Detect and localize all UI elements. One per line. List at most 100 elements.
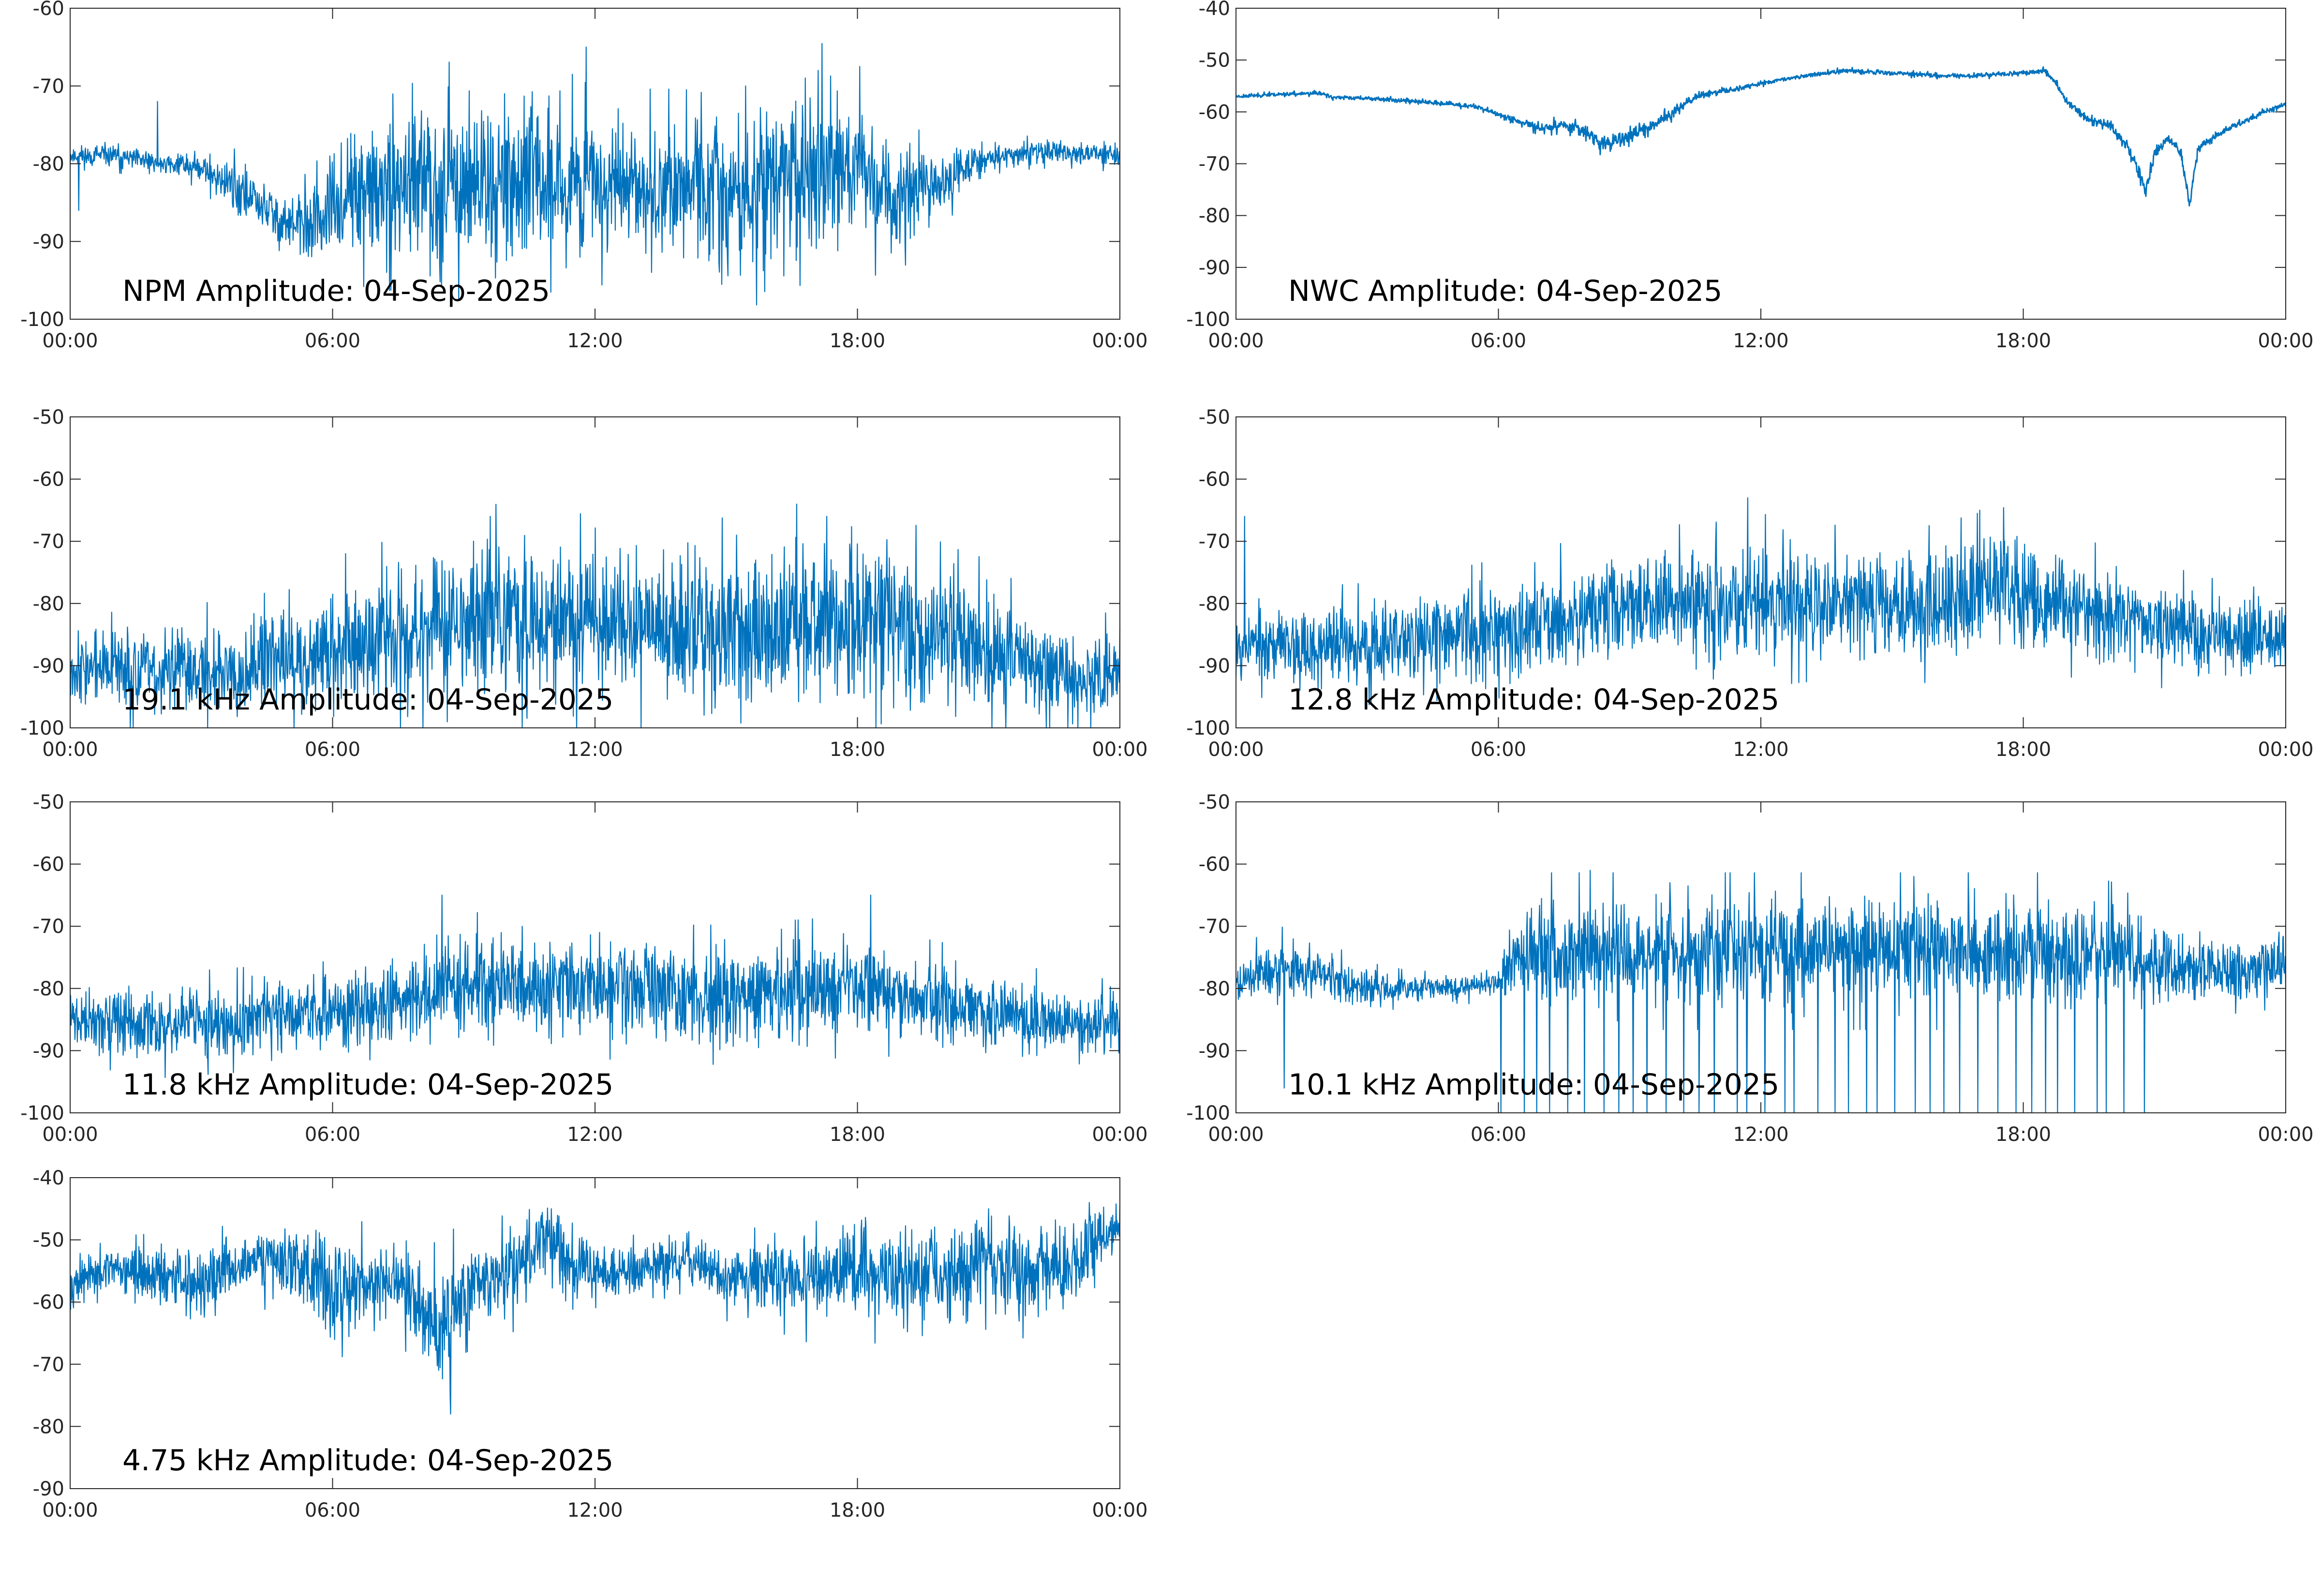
y-tick-label: -90 bbox=[1199, 257, 1230, 279]
data-layer bbox=[69, 43, 1121, 306]
x-tick-label: 00:00 bbox=[2258, 330, 2313, 352]
y-tick-label: -60 bbox=[33, 0, 64, 20]
x-tick-label: 00:00 bbox=[42, 1499, 98, 1522]
y-tick-label: -80 bbox=[33, 153, 64, 176]
y-tick-label: -100 bbox=[20, 1102, 64, 1124]
x-tick-label: 18:00 bbox=[1995, 739, 2051, 761]
data-layer bbox=[1235, 870, 2287, 1114]
x-tick-label: 18:00 bbox=[830, 330, 885, 352]
x-tick-label: 00:00 bbox=[42, 330, 98, 352]
axes-frame bbox=[70, 1177, 1120, 1489]
x-tick-label: 18:00 bbox=[1995, 1123, 2051, 1146]
y-tick-label: -100 bbox=[20, 717, 64, 739]
x-tick-label: 06:00 bbox=[305, 1123, 360, 1146]
y-tick-label: -90 bbox=[33, 231, 64, 253]
panel-title: NPM Amplitude: 04-Sep-2025 bbox=[122, 274, 550, 308]
axes: 00:00 06:00 12:00 18:00 00:00-100-90-80-70-6… bbox=[1186, 0, 2313, 352]
x-tick-label: 00:00 bbox=[42, 739, 98, 761]
data-layer bbox=[1235, 497, 2287, 706]
y-tick-label: -90 bbox=[33, 1478, 64, 1500]
y-tick-label: -70 bbox=[33, 1354, 64, 1376]
y-tick-label: -60 bbox=[1199, 854, 1230, 876]
x-tick-label: 12:00 bbox=[567, 330, 623, 352]
data-layer bbox=[69, 894, 1121, 1078]
y-tick-label: -40 bbox=[1199, 0, 1230, 20]
y-tick-label: -60 bbox=[33, 854, 64, 876]
x-tick-label: 06:00 bbox=[305, 739, 360, 761]
x-tick-label: 00:00 bbox=[1092, 330, 1147, 352]
x-tick-label: 06:00 bbox=[1471, 739, 1526, 761]
y-tick-label: -90 bbox=[33, 655, 64, 677]
y-tick-label: -70 bbox=[33, 916, 64, 938]
y-tick-label: -50 bbox=[1199, 49, 1230, 72]
series-line bbox=[1235, 497, 2287, 706]
y-tick-label: -90 bbox=[33, 1040, 64, 1062]
panel-title: 11.8 kHz Amplitude: 04-Sep-2025 bbox=[122, 1068, 613, 1102]
panel-title: 19.1 kHz Amplitude: 04-Sep-2025 bbox=[122, 683, 613, 717]
y-tick-label: -90 bbox=[1199, 655, 1230, 677]
y-tick-label: -80 bbox=[33, 978, 64, 1000]
y-tick-label: -100 bbox=[1186, 309, 1230, 331]
data-layer bbox=[69, 1202, 1121, 1415]
y-tick-label: -60 bbox=[1199, 469, 1230, 491]
y-tick-label: -50 bbox=[1199, 791, 1230, 813]
y-tick-label: -50 bbox=[33, 406, 64, 429]
y-tick-label: -80 bbox=[33, 593, 64, 615]
x-tick-label: 12:00 bbox=[567, 1123, 623, 1146]
y-tick-label: -100 bbox=[1186, 717, 1230, 739]
series-line bbox=[69, 894, 1121, 1078]
y-tick-label: -60 bbox=[33, 1291, 64, 1314]
x-tick-label: 00:00 bbox=[1092, 739, 1147, 761]
x-tick-label: 18:00 bbox=[1995, 330, 2051, 352]
series-line bbox=[69, 43, 1121, 306]
x-tick-label: 18:00 bbox=[830, 739, 885, 761]
y-tick-label: -50 bbox=[1199, 406, 1230, 429]
x-tick-label: 06:00 bbox=[1471, 330, 1526, 352]
x-tick-label: 06:00 bbox=[1471, 1123, 1526, 1146]
x-tick-label: 18:00 bbox=[830, 1123, 885, 1146]
axes: 00:00 06:00 12:00 18:00 00:00-100-90-80-70-6… bbox=[20, 406, 1147, 761]
data-layer bbox=[1235, 66, 2287, 207]
y-tick-label: -100 bbox=[20, 309, 64, 331]
x-tick-label: 00:00 bbox=[2258, 739, 2313, 761]
panel-title: 10.1 kHz Amplitude: 04-Sep-2025 bbox=[1288, 1068, 1779, 1102]
y-tick-label: -50 bbox=[33, 1229, 64, 1252]
axes: 00:00 06:00 12:00 18:00 00:00-100-90-80-70-6… bbox=[20, 0, 1147, 352]
x-tick-label: 06:00 bbox=[305, 1499, 360, 1522]
x-tick-label: 12:00 bbox=[1733, 739, 1788, 761]
y-tick-label: -70 bbox=[1199, 916, 1230, 938]
x-tick-label: 12:00 bbox=[1733, 330, 1788, 352]
y-tick-label: -80 bbox=[1199, 978, 1230, 1000]
y-tick-label: -70 bbox=[33, 75, 64, 98]
y-tick-label: -50 bbox=[33, 791, 64, 813]
x-tick-label: 00:00 bbox=[1092, 1499, 1147, 1522]
series-line bbox=[1235, 66, 2287, 207]
series-line bbox=[1235, 870, 2287, 1114]
x-tick-label: 12:00 bbox=[1733, 1123, 1788, 1146]
y-tick-label: -90 bbox=[1199, 1040, 1230, 1062]
axes: 00:00 06:00 12:00 18:00 00:00-90-80-70-60-50… bbox=[33, 1167, 1148, 1522]
axes: 00:00 06:00 12:00 18:00 00:00-100-90-80-70-6… bbox=[20, 791, 1147, 1146]
x-tick-label: 12:00 bbox=[567, 1499, 623, 1522]
y-tick-label: -40 bbox=[33, 1167, 64, 1189]
x-tick-label: 12:00 bbox=[567, 739, 623, 761]
y-tick-label: -60 bbox=[1199, 101, 1230, 123]
panel-title: NWC Amplitude: 04-Sep-2025 bbox=[1288, 274, 1722, 308]
y-tick-label: -80 bbox=[1199, 593, 1230, 615]
series-line bbox=[69, 1202, 1121, 1415]
axes: 00:00 06:00 12:00 18:00 00:00-100-90-80-70-6… bbox=[1186, 791, 2313, 1146]
panel-title: 12.8 kHz Amplitude: 04-Sep-2025 bbox=[1288, 683, 1779, 717]
y-tick-label: -100 bbox=[1186, 1102, 1230, 1124]
y-tick-label: -70 bbox=[33, 531, 64, 553]
y-tick-label: -80 bbox=[1199, 205, 1230, 227]
panel-title: 4.75 kHz Amplitude: 04-Sep-2025 bbox=[122, 1444, 613, 1478]
y-tick-label: -60 bbox=[33, 469, 64, 491]
